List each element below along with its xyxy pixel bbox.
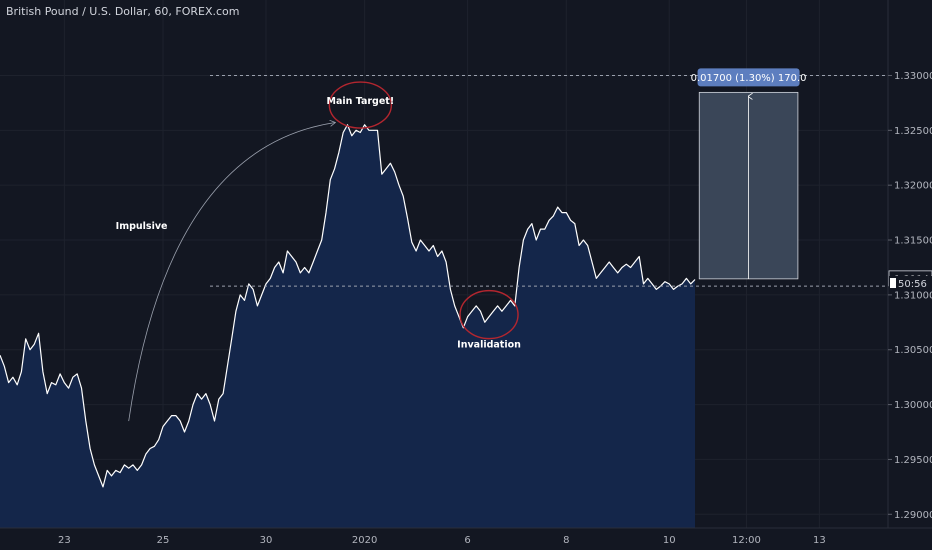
countdown-badge (889, 276, 932, 291)
chart-title: British Pound / U.S. Dollar, 60, FOREX.c… (6, 5, 240, 18)
time-tick-label: 8 (563, 535, 569, 546)
time-tick-label: 13 (813, 535, 826, 546)
price-tick-label: 1.32500 (894, 126, 932, 137)
time-tick-label: 10 (663, 535, 676, 546)
annotations-layer: Main Target! Invalidation Impulsive (116, 81, 521, 422)
time-axis-labels: 23 25 30 2020 6 8 10 12:00 13 (58, 535, 826, 546)
price-tick-label: 1.31500 (894, 236, 932, 247)
time-tick-label: 12:00 (732, 535, 761, 546)
price-range-label: 0.01700 (1.30%) 170.0 (691, 73, 807, 84)
price-axis-labels: 1.33000 1.32500 1.32000 1.31500 1.31000 1.305… (888, 71, 932, 521)
invalidation-circle[interactable] (459, 289, 519, 340)
price-tick-label: 1.30000 (894, 400, 932, 411)
price-line[interactable] (0, 124, 696, 488)
impulse-arrow[interactable] (128, 123, 335, 422)
time-tick-label: 30 (260, 535, 273, 546)
time-tick-label: 2020 (352, 535, 377, 546)
invalidation-label: Invalidation (457, 340, 521, 351)
main-target-label: Main Target! (327, 96, 395, 107)
impulsive-label: Impulsive (116, 221, 168, 232)
projection-layer[interactable]: 0.01700 (1.30%) 170.0 (691, 68, 807, 280)
price-tick-label: 1.30500 (894, 345, 932, 356)
time-axis-panel[interactable] (0, 528, 932, 550)
time-tick-label: 25 (157, 535, 170, 546)
price-axis-panel[interactable] (888, 0, 932, 528)
price-area-fill (0, 124, 695, 529)
price-tick-label: 1.31000 (894, 290, 932, 301)
time-tick-label: 23 (58, 535, 71, 546)
price-tick-label: 1.29500 (894, 455, 932, 466)
price-tick-label: 1.33000 (894, 71, 932, 82)
time-tick-label: 6 (464, 535, 470, 546)
countdown-marker (890, 278, 896, 289)
countdown-label: 50:56 (898, 279, 927, 290)
price-area-layer (0, 124, 696, 529)
price-range-label-box (697, 68, 800, 87)
main-target-circle[interactable] (328, 81, 393, 129)
price-badges: 1.3114650:56 (888, 270, 932, 291)
price-tick-label: 1.32000 (894, 181, 932, 192)
price-tick-label: 1.29000 (894, 510, 932, 521)
